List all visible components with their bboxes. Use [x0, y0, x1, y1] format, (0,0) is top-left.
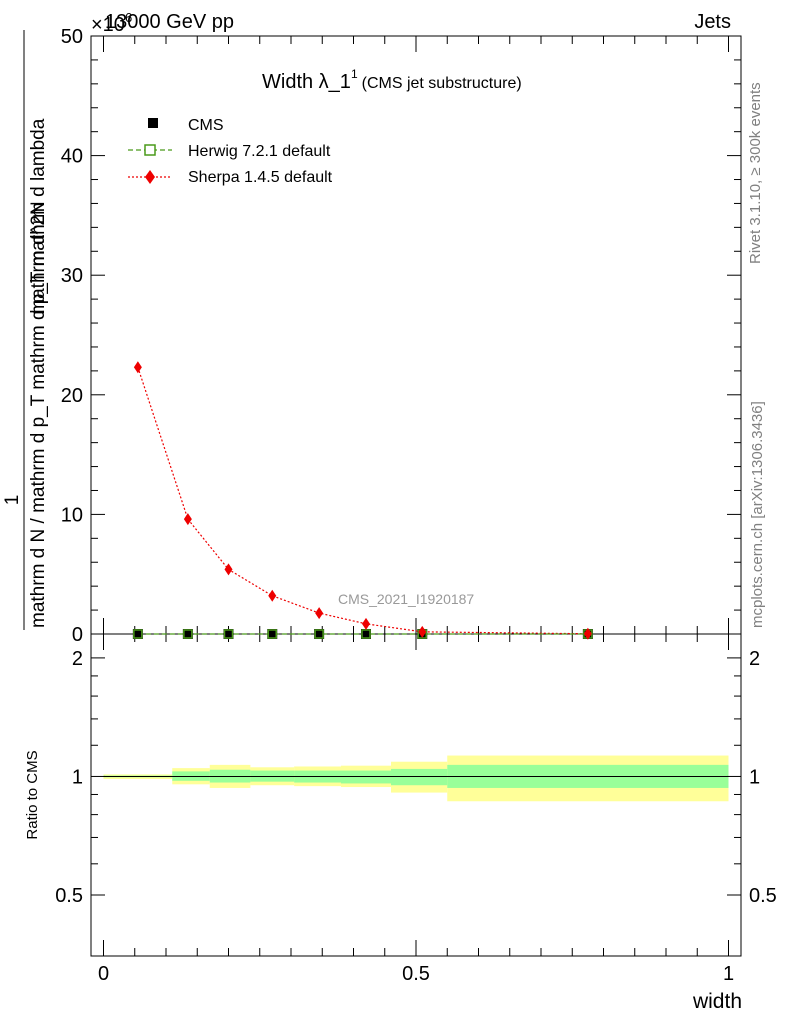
category-label: Jets: [694, 11, 731, 33]
main-y-axis-label: mathrm d^2N 1 mathrm d N / mathrm d p_T …: [2, 30, 49, 630]
cms-point: [267, 629, 278, 639]
y-label-denominator: mathrm d N / mathrm d p_T mathrm d p_T m…: [28, 118, 49, 628]
legend-sherpa-label: Sherpa 1.4.5 default: [188, 169, 333, 186]
cms-point: [223, 629, 234, 639]
ratio-tick-label: 2: [72, 648, 83, 670]
ratio-uncertainty-bands: [103, 755, 729, 802]
legend-herwig-marker: [144, 144, 156, 156]
sherpa-point: [224, 563, 233, 576]
ratio-y-ticks: 0.5 0.5 1 1 2 2: [55, 648, 777, 907]
ratio-tick-label: 0.5: [55, 885, 83, 907]
x-tick-label: 1: [723, 963, 734, 985]
y-tick-label: 20: [61, 385, 83, 407]
ratio-tick-label-right: 1: [749, 766, 760, 788]
x-axis-label: width: [692, 990, 742, 1013]
y-tick-label: 10: [61, 504, 83, 526]
y-label-numerator: mathrm d^2N: [28, 201, 49, 314]
ratio-tick-label-right: 0.5: [749, 885, 777, 907]
ratio-band-inner-5: [341, 770, 391, 784]
main-y-ticks: 0 10 20 30 40 50: [61, 26, 741, 646]
analysis-watermark: CMS_2021_I1920187: [338, 591, 474, 607]
sherpa-point: [362, 617, 370, 630]
legend-sherpa-marker: [145, 170, 155, 184]
y-label-top: 1: [2, 495, 23, 506]
sherpa-point: [183, 513, 192, 526]
herwig-point: [361, 629, 371, 639]
sherpa-point: [268, 589, 277, 602]
cms-point: [361, 629, 371, 639]
herwig-point: [314, 629, 324, 639]
herwig-point: [223, 629, 234, 639]
cms-point: [314, 629, 325, 639]
x-tick-label: 0.5: [402, 963, 430, 985]
rivet-label: Rivet 3.1.10, ≥ 300k events: [747, 82, 764, 264]
legend-herwig-label: Herwig 7.2.1 default: [188, 143, 331, 160]
ratio-tick-label-right: 2: [749, 648, 760, 670]
legend-cms-label: CMS: [188, 117, 224, 134]
energy-label: 13000 GeV pp: [105, 11, 234, 33]
y-tick-label: 30: [61, 265, 83, 287]
legend-cms-marker: [148, 118, 158, 128]
ratio-tick-label: 1: [72, 766, 83, 788]
cms-point: [132, 629, 143, 639]
x-tick-label: 0: [98, 963, 109, 985]
sherpa-point: [133, 361, 142, 374]
series-layer: [132, 361, 593, 640]
mcplots-label: mcplots.cern.ch [arXiv:1306.3436]: [749, 401, 766, 628]
sherpa-point: [583, 627, 592, 640]
cms-point: [182, 629, 193, 639]
ratio-band-inner-6: [391, 768, 448, 786]
y-tick-label: 40: [61, 146, 83, 168]
sherpa-line: [137, 367, 588, 635]
exponent-label: ×106: [91, 10, 132, 36]
plot-title: Width λ_11(CMS jet substructure): [262, 67, 522, 93]
y-tick-label: 50: [61, 26, 83, 48]
sherpa-point: [315, 607, 324, 620]
herwig-point: [183, 629, 193, 639]
legend: CMS Herwig 7.2.1 default Sherpa 1.4.5 de…: [128, 117, 333, 186]
herwig-point: [267, 629, 277, 639]
herwig-point: [133, 629, 143, 639]
sherpa-point: [418, 625, 427, 638]
ratio-axis-label: Ratio to CMS: [24, 750, 41, 839]
y-tick-label: 0: [72, 624, 83, 646]
